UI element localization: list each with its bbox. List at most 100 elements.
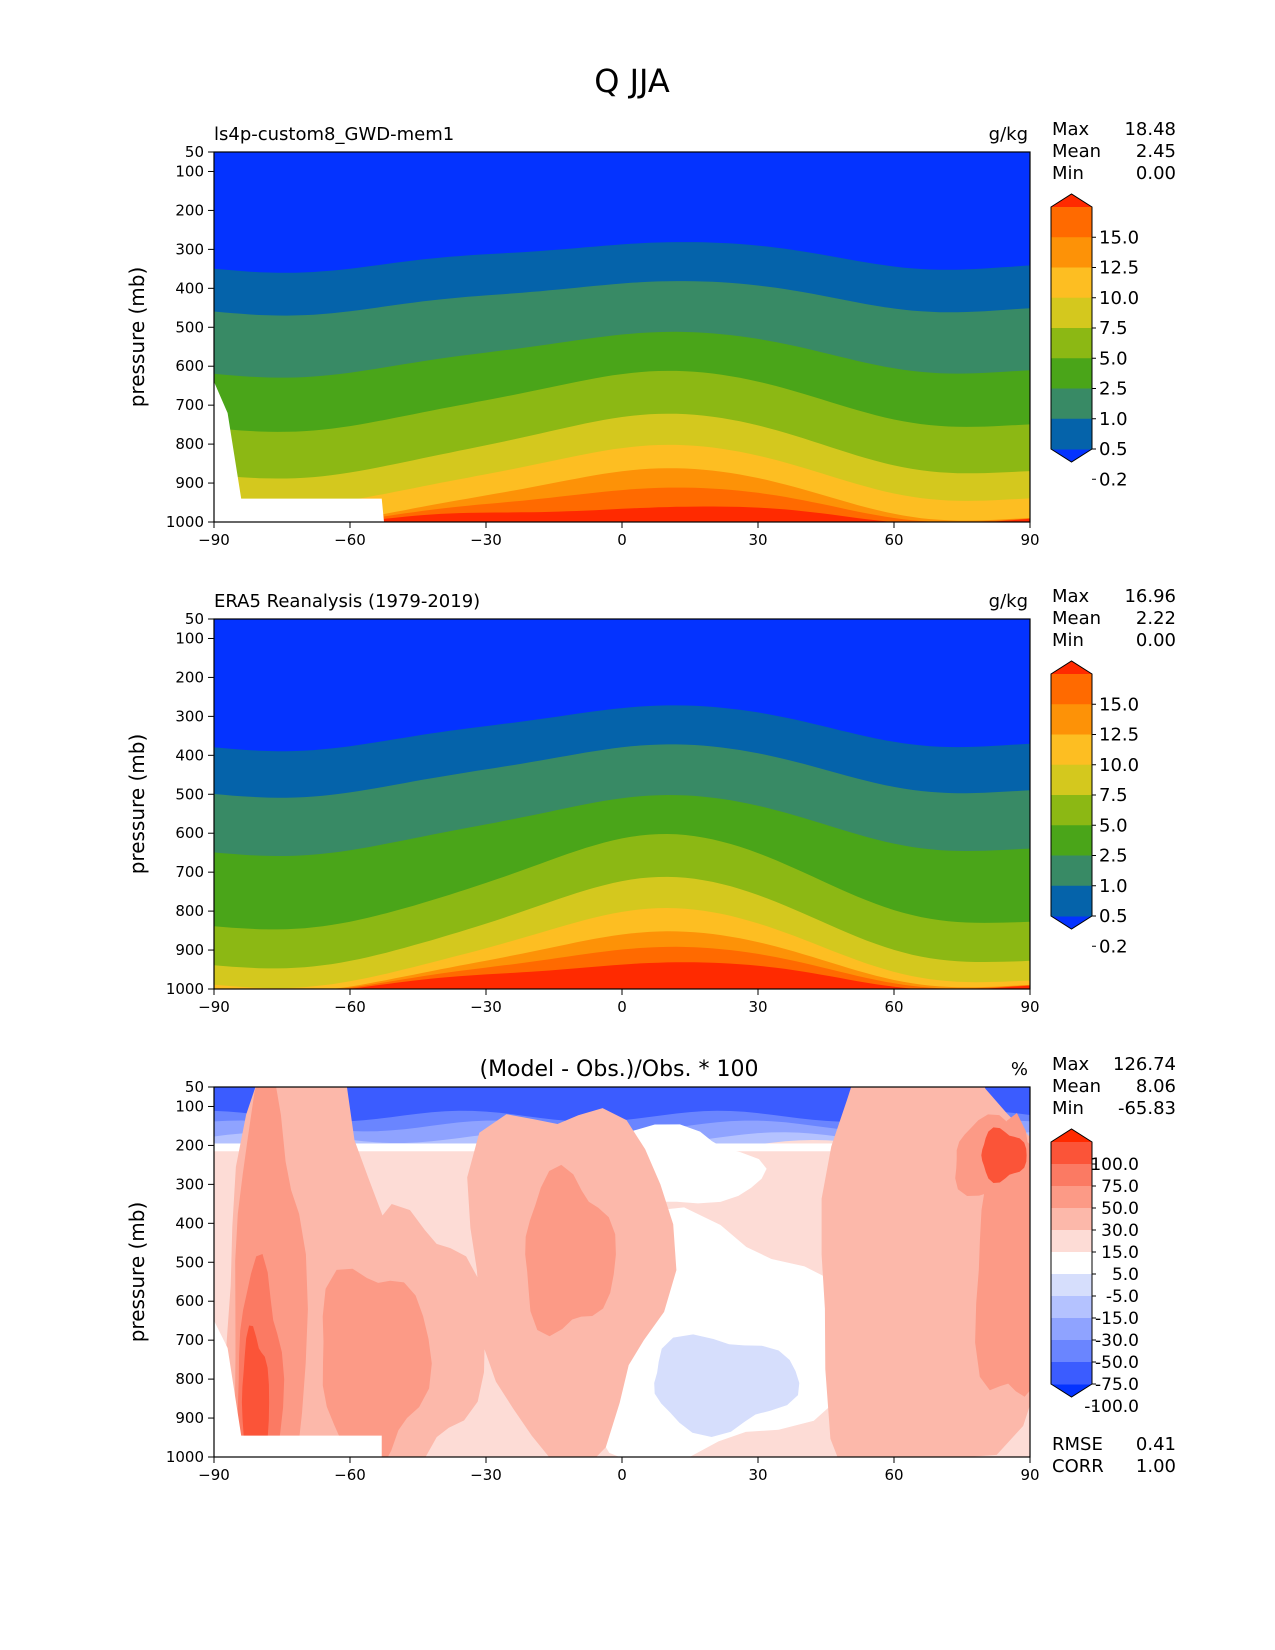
y-axis-label: pressure (mb)	[125, 267, 149, 408]
negative-band-upper	[214, 1087, 1030, 1122]
contour-band-12.5	[214, 487, 1030, 522]
colorbar-swatch	[1051, 267, 1092, 299]
colorbar-swatch	[1051, 358, 1092, 389]
colorbar-label: 30.0	[1101, 1221, 1139, 1241]
x-tick-label: 90	[1020, 998, 1039, 1016]
y-tick-label: 600	[175, 824, 204, 842]
stat-value: 0.00	[1136, 163, 1176, 184]
x-tick-label: 90	[1020, 531, 1039, 549]
colorbar-swatch	[1051, 297, 1092, 329]
colorbar-label: 0.5	[1099, 439, 1128, 460]
colorbar-label: 100.0	[1090, 1155, 1139, 1175]
colorbar-swatch	[1051, 855, 1092, 887]
x-tick-label: 30	[748, 998, 767, 1016]
y-tick-label: 400	[175, 746, 204, 764]
band-30-50	[322, 1268, 432, 1457]
y-tick-label: 600	[175, 357, 204, 375]
colorbar-label: 7.5	[1099, 318, 1128, 339]
colorbar-swatch	[1051, 1230, 1092, 1253]
contour-band-15	[214, 506, 1030, 522]
y-tick-label: 800	[175, 902, 204, 920]
y-tick-label: 300	[175, 707, 204, 725]
colorbar-label: -30.0	[1095, 1331, 1139, 1351]
colorbar-label: 1.0	[1099, 409, 1128, 430]
x-tick-label: −30	[470, 1466, 502, 1484]
stat-value: 0.41	[1136, 1434, 1176, 1455]
stat-label: CORR	[1052, 1456, 1104, 1477]
stat-value: 1.00	[1136, 1456, 1176, 1477]
colorbar-extend-max	[1051, 194, 1092, 207]
panel-title: ERA5 Reanalysis (1979-2019)	[214, 591, 480, 612]
y-tick-label: 900	[175, 1409, 204, 1427]
colorbar-swatch	[1051, 734, 1092, 766]
colorbar-label: 10.0	[1099, 755, 1139, 776]
x-tick-label: 60	[884, 1466, 903, 1484]
colorbar-swatch	[1051, 1296, 1092, 1319]
colorbar: 15.0 12.5 10.0 7.5 5.0 2.5 1.0 0.5 0.2	[1050, 660, 1139, 957]
stat-label: RMSE	[1052, 1434, 1103, 1455]
colorbar-label: 15.0	[1099, 694, 1139, 715]
colorbar-label: -75.0	[1095, 1375, 1139, 1395]
colorbar-swatch	[1051, 1318, 1092, 1341]
stat-label: Mean	[1052, 141, 1101, 162]
y-tick-label: 900	[175, 474, 204, 492]
x-tick-label: 0	[617, 998, 627, 1016]
x-tick-label: −30	[470, 998, 502, 1016]
y-tick-label: 300	[175, 240, 204, 258]
y-tick-label: 700	[175, 863, 204, 881]
x-tick-label: 90	[1020, 1466, 1039, 1484]
x-tick-label: −90	[198, 998, 230, 1016]
stat-value: 8.06	[1136, 1076, 1176, 1097]
stat-value: 18.48	[1124, 119, 1176, 140]
y-tick-label: 100	[175, 629, 204, 647]
y-tick-label: 700	[175, 1331, 204, 1349]
panel-title: ls4p-custom8_GWD-mem1	[214, 124, 454, 145]
y-tick-label: 400	[175, 279, 204, 297]
stat-value: 0.00	[1136, 630, 1176, 651]
x-tick-label: −90	[198, 531, 230, 549]
stat-label: Min	[1052, 630, 1084, 651]
y-tick-label: 1000	[166, 513, 204, 531]
y-tick-label: 200	[175, 1136, 204, 1154]
colorbar-swatch	[1051, 1208, 1092, 1231]
colorbar-swatch	[1051, 795, 1092, 826]
band-75-100	[981, 1127, 1027, 1183]
contour-band-15	[214, 962, 1030, 989]
x-tick-label: 0	[617, 531, 627, 549]
y-tick-label: 200	[175, 201, 204, 219]
panel-units: g/kg	[989, 591, 1028, 612]
stat-value: 2.45	[1136, 141, 1176, 162]
y-tick-label: 400	[175, 1214, 204, 1232]
y-tick-label: 300	[175, 1175, 204, 1193]
x-tick-label: 0	[617, 1466, 627, 1484]
negative-pocket	[654, 1334, 800, 1437]
panel-title: (Model - Obs.)/Obs. * 100	[479, 1057, 758, 1082]
stat-label: Mean	[1052, 608, 1101, 629]
panel-units: %	[1011, 1059, 1028, 1080]
x-tick-label: −30	[470, 531, 502, 549]
colorbar-label: -5.0	[1106, 1287, 1139, 1307]
x-tick-label: −90	[198, 1466, 230, 1484]
colorbar-label: 2.5	[1099, 846, 1128, 867]
x-tick-label: 60	[884, 998, 903, 1016]
y-tick-label: 500	[175, 785, 204, 803]
contour-field	[214, 619, 1030, 989]
y-tick-label: 500	[175, 1253, 204, 1271]
colorbar-swatch	[1051, 885, 1092, 917]
colorbar-label: 15.0	[1099, 227, 1139, 248]
y-tick-label: 800	[175, 1370, 204, 1388]
stat-label: Min	[1052, 1098, 1084, 1119]
colorbar-swatch	[1051, 1186, 1092, 1209]
colorbar-swatch	[1051, 1164, 1092, 1187]
terrain-mask	[214, 381, 384, 522]
x-tick-label: 30	[748, 1466, 767, 1484]
colorbar-swatch	[1051, 388, 1092, 420]
colorbar-label: 2.5	[1099, 379, 1128, 400]
y-tick-label: 50	[185, 610, 204, 628]
colorbar-swatch	[1051, 237, 1092, 268]
colorbar-swatch	[1051, 674, 1092, 705]
y-tick-label: 50	[185, 1078, 204, 1096]
y-tick-label: 600	[175, 1292, 204, 1310]
